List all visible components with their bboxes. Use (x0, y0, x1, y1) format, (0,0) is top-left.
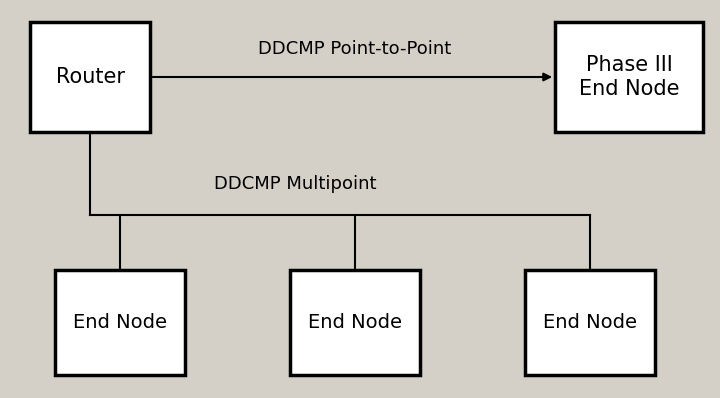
Text: DDCMP Multipoint: DDCMP Multipoint (214, 175, 377, 193)
Bar (55, 270, 185, 375)
Bar (525, 270, 655, 375)
Bar (290, 270, 420, 375)
Bar (555, 22, 703, 132)
Text: End Node: End Node (308, 313, 402, 332)
Text: End Node: End Node (543, 313, 637, 332)
Text: DDCMP Point-to-Point: DDCMP Point-to-Point (258, 40, 451, 58)
Text: Router: Router (55, 67, 125, 87)
Text: End Node: End Node (73, 313, 167, 332)
Bar (30, 22, 150, 132)
Text: Phase III
End Node: Phase III End Node (579, 55, 679, 99)
